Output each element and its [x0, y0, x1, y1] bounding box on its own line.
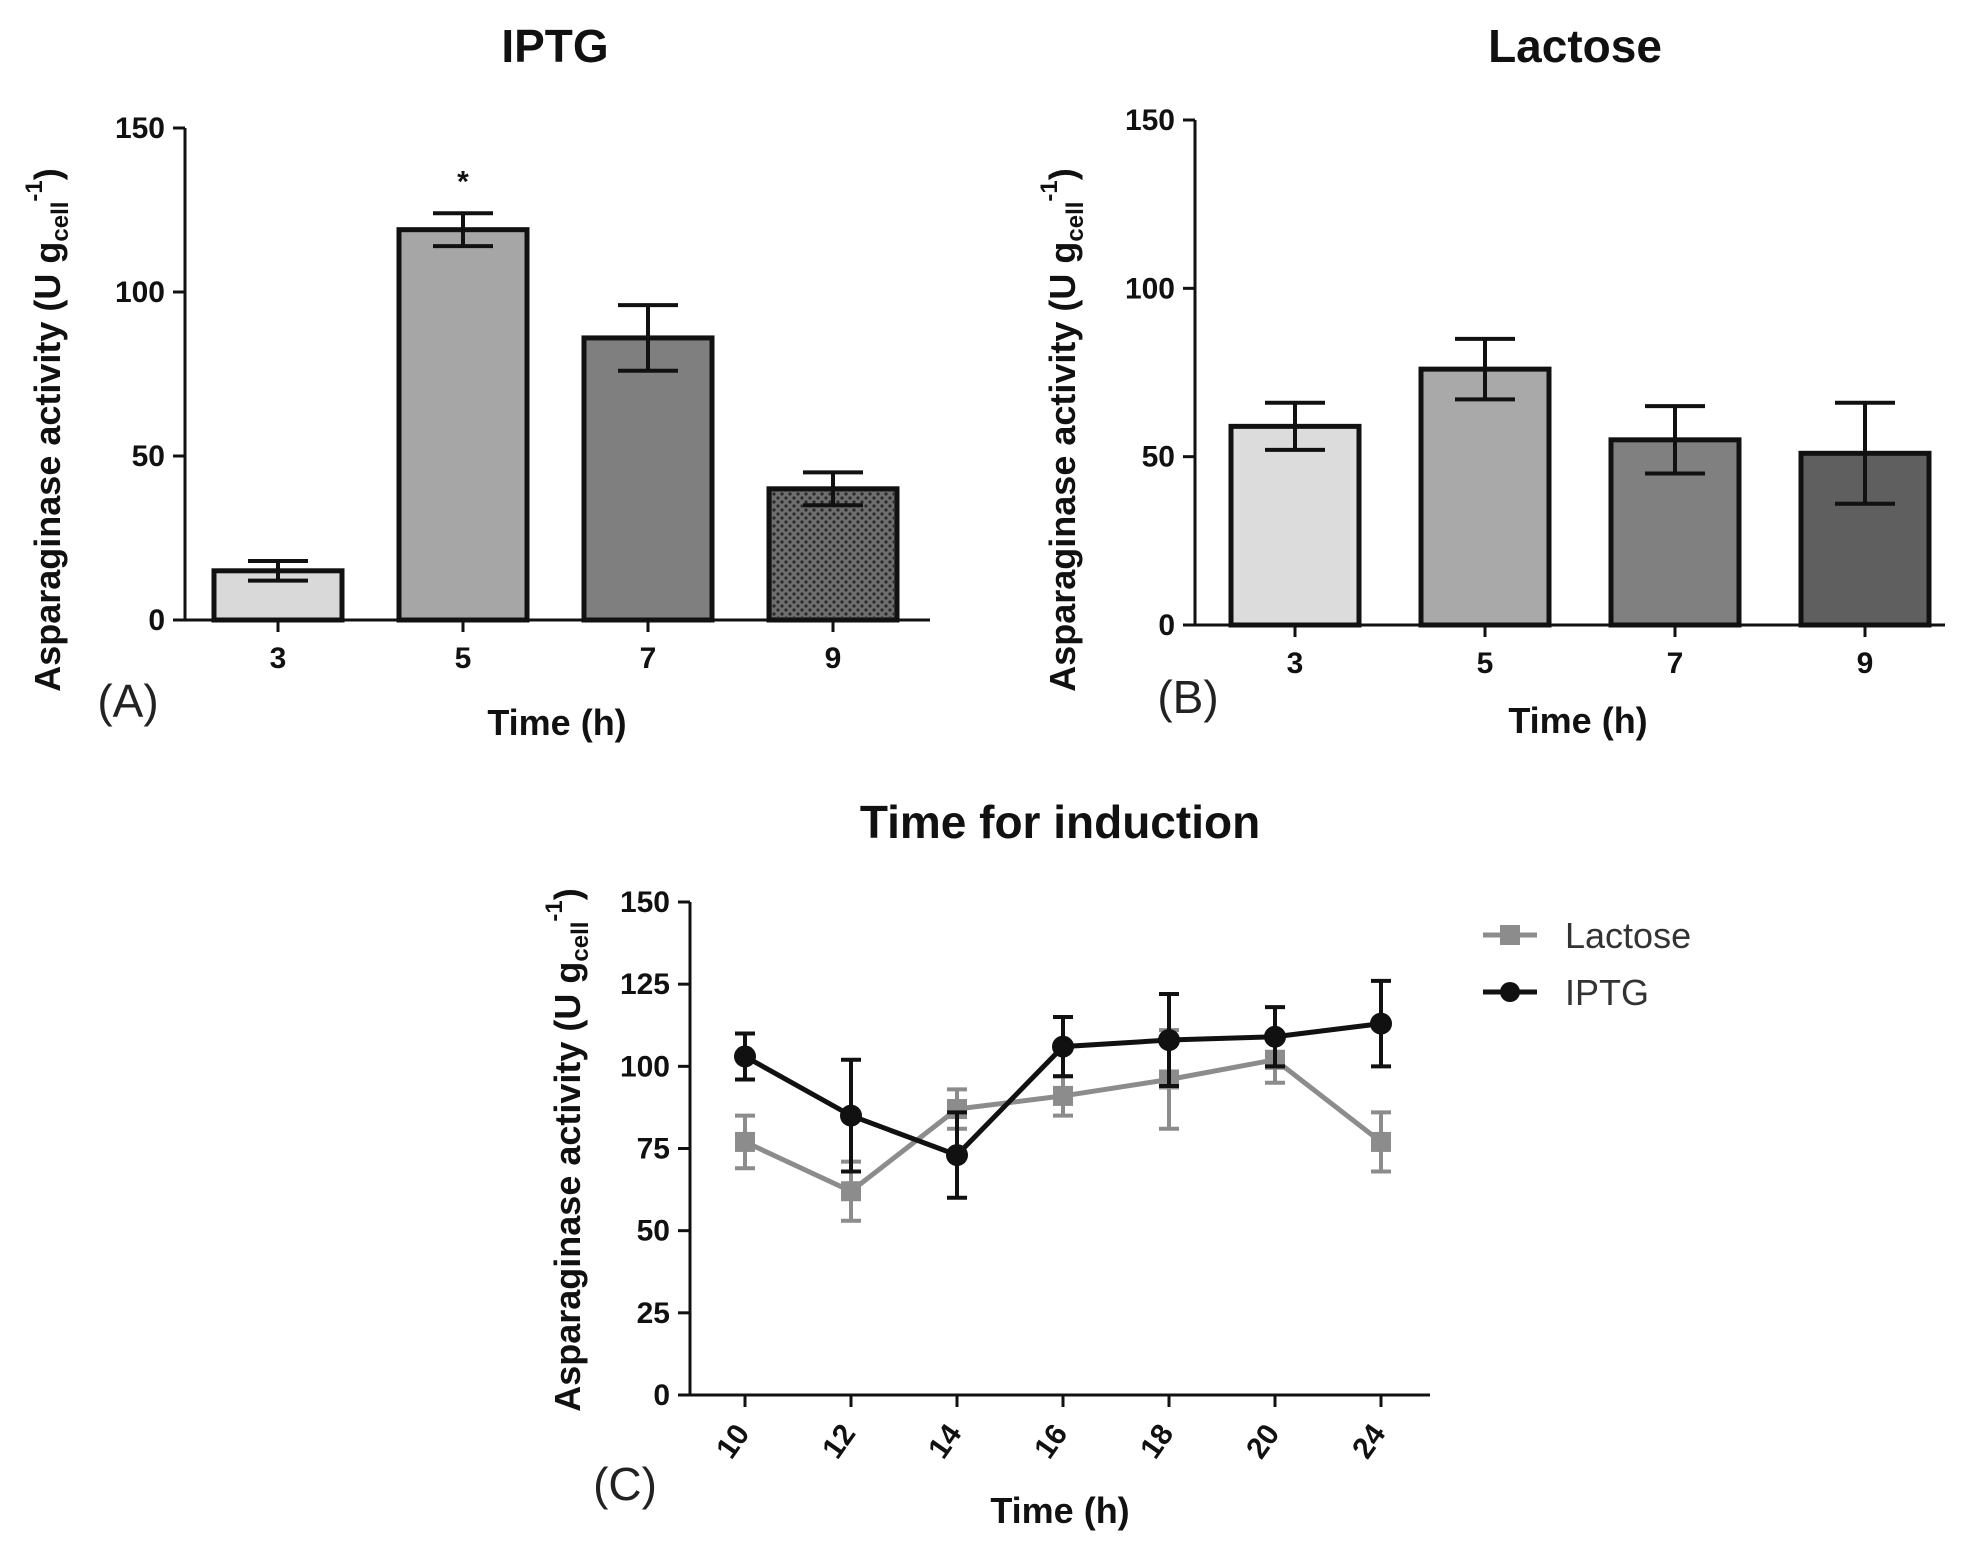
- chart-c-ytick-label: 50: [637, 1215, 670, 1248]
- chart-c-series-iptg-point: [1370, 1012, 1392, 1035]
- chart-a-xtick-label: 9: [825, 642, 842, 675]
- chart-b-title: Lactose: [1488, 20, 1662, 72]
- panel-c: Time for induction Asparaginase activity…: [541, 796, 1691, 1531]
- chart-b-bar: [1228, 423, 1362, 628]
- chart-c-xtick-label: 12: [816, 1418, 862, 1464]
- chart-c-series-iptg-point: [1264, 1025, 1286, 1048]
- chart-c-series-iptg-point: [734, 1045, 756, 1068]
- chart-b-ytick-label: 150: [1125, 104, 1175, 137]
- legend-lactose-marker: [1500, 925, 1520, 945]
- chart-a-ytick-label: 0: [148, 604, 165, 637]
- chart-a-ytick-label: 150: [115, 112, 165, 145]
- chart-a-bar: [396, 227, 530, 623]
- chart-c-ytick-label: 125: [620, 968, 670, 1001]
- chart-a-ylabel: Asparaginase activity (U gcell-1): [21, 168, 74, 692]
- chart-b-xtick-label: 3: [1287, 647, 1304, 680]
- chart-c-series-lactose-point: [841, 1181, 861, 1202]
- chart-c-ylabel: Asparaginase activity (U gcell-1): [541, 888, 594, 1412]
- chart-c-xtick-label: 16: [1028, 1418, 1074, 1464]
- chart-c-ytick-label: 100: [620, 1050, 670, 1083]
- chart-b-bar: [1418, 366, 1552, 628]
- chart-a-significance-mark: *: [457, 165, 469, 198]
- chart-b-xtick-label: 9: [1857, 647, 1874, 680]
- chart-c-ytick-label: 150: [620, 886, 670, 919]
- chart-c-ytick-label: 0: [653, 1379, 670, 1412]
- chart-b-ytick-label: 0: [1158, 609, 1175, 642]
- chart-c-series-lactose-point: [1371, 1131, 1391, 1152]
- chart-c-series-iptg-point: [946, 1144, 968, 1167]
- chart-c-xtick-label: 24: [1346, 1418, 1392, 1465]
- chart-c-plot: 0 25 50 75 100 125 150 10 12 14 16 18 20 24: [620, 886, 1430, 1465]
- chart-c-panel-label: (C): [593, 1458, 657, 1510]
- chart-c-xtick-label: 14: [922, 1418, 968, 1465]
- chart-c-series-iptg-point: [1158, 1029, 1180, 1052]
- chart-b-ylabel: Asparaginase activity (U gcell-1): [1036, 168, 1089, 692]
- chart-c-series-lactose-point: [735, 1131, 755, 1152]
- chart-c-xtick-label: 18: [1134, 1418, 1180, 1464]
- chart-b-xlabel: Time (h): [1508, 700, 1647, 741]
- chart-a-panel-label: (A): [97, 675, 158, 727]
- chart-c-xtick-label: 20: [1240, 1418, 1286, 1464]
- chart-a-bar-texture: [772, 491, 894, 617]
- legend-iptg-label: IPTG: [1565, 972, 1649, 1013]
- chart-c-series-iptg-point: [840, 1104, 862, 1127]
- chart-a-ytick-label: 50: [132, 440, 165, 473]
- panel-a: IPTG Asparaginase activity (U gcell-1) T…: [21, 20, 930, 743]
- chart-a-xtick-label: 3: [270, 642, 287, 675]
- chart-a-plot: 0 50 100 150 3 5 * 7 9: [115, 112, 930, 675]
- chart-b-ytick-label: 100: [1125, 272, 1175, 305]
- legend-iptg-marker: [1500, 982, 1520, 1002]
- legend-lactose-label: Lactose: [1565, 915, 1691, 956]
- chart-b-xtick-label: 7: [1667, 647, 1684, 680]
- chart-a-xtick-label: 7: [640, 642, 657, 675]
- chart-a-ytick-label: 100: [115, 276, 165, 309]
- chart-c-ytick-label: 25: [637, 1297, 670, 1330]
- panel-b: Lactose Asparaginase activity (U gcell-1…: [1036, 20, 1945, 741]
- chart-c-series-lactose-point: [1053, 1085, 1073, 1106]
- chart-a-xtick-label: 5: [455, 642, 472, 675]
- chart-b-xtick-label: 5: [1477, 647, 1494, 680]
- chart-a-title: IPTG: [501, 20, 608, 72]
- chart-c-xlabel: Time (h): [990, 1490, 1129, 1531]
- chart-b-panel-label: (B): [1157, 671, 1218, 723]
- chart-a-xlabel: Time (h): [487, 702, 626, 743]
- chart-c-ytick-label: 75: [637, 1133, 670, 1166]
- chart-b-ytick-label: 50: [1142, 441, 1175, 474]
- chart-c-xtick-label: 10: [710, 1418, 756, 1464]
- chart-a-bar: [581, 335, 715, 623]
- chart-b-plot: 0 50 100 150 3 5 7 9: [1125, 104, 1945, 680]
- chart-c-title: Time for induction: [860, 796, 1260, 848]
- chart-c-legend: Lactose IPTG: [1483, 915, 1691, 1013]
- chart-c-series-iptg-point: [1052, 1035, 1074, 1058]
